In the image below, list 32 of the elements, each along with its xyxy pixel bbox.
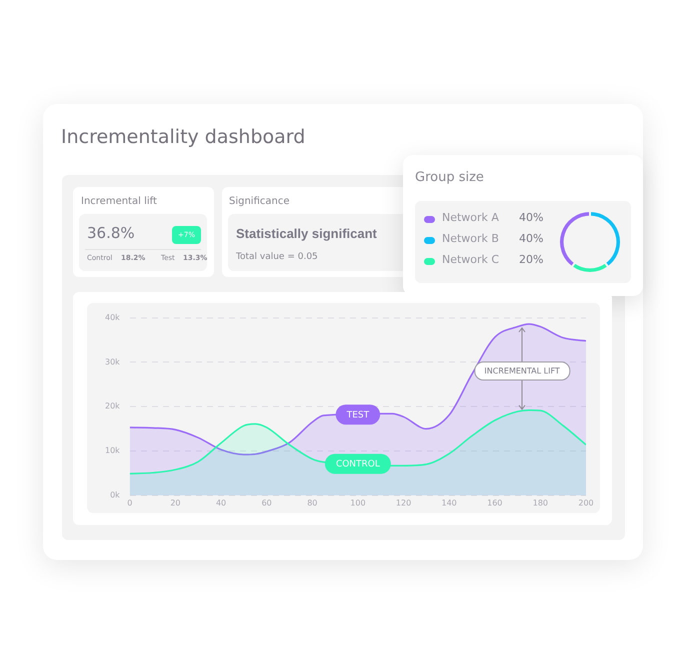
x-tick-label: 200 [578,498,594,508]
text: Significance [229,196,290,207]
x-tick-label: 100 [350,498,366,508]
x-tick-label: 140 [442,498,457,508]
x-tick-label: 20 [170,498,181,508]
x-tick-label: 160 [487,498,502,508]
series-label: TEST [346,410,370,420]
y-tick-label: 20k [105,402,120,411]
text: Incremental lift [81,196,157,207]
text: Incrementality dashboard [61,126,306,148]
x-tick-label: 120 [396,498,412,508]
x-tick-label: 60 [262,498,272,508]
y-tick-label: 40k [105,312,120,322]
data-label: 40% [519,211,544,224]
data-label: 20% [519,253,544,266]
chart-title: Group size [415,170,484,185]
text: Total value = 0.05 [236,252,318,262]
series-label: CONTROL [336,460,380,470]
legend-label: Network A [442,211,499,224]
text: 36.8% [87,224,135,242]
legend-label: Network B [442,232,499,245]
x-tick-label: 180 [532,498,548,508]
x-tick-label: 80 [307,498,318,508]
legend-label: Network C [442,253,500,266]
data-label: 40% [519,232,544,245]
y-tick-label: 10k [105,446,120,456]
x-tick-label: 0 [127,498,132,508]
y-tick-label: 0k [110,490,120,500]
text: Statistically significant [236,226,377,241]
annotation: INCREMENTAL LIFT [474,362,570,381]
x-tick-label: 40 [216,498,226,508]
y-tick-label: 30k [105,357,120,366]
